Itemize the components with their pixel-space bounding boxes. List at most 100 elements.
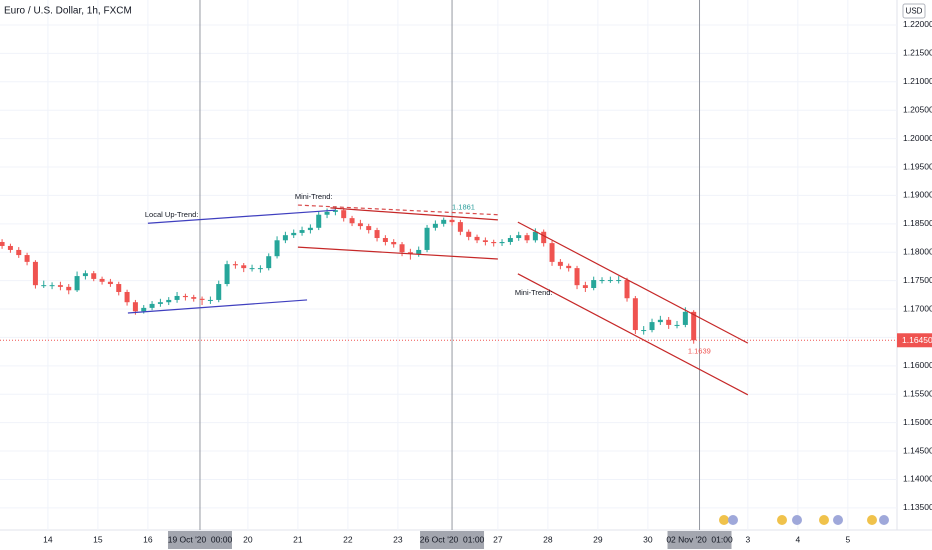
trend-line [330,207,498,221]
candle-body [566,265,572,269]
candle-body [149,303,155,308]
currency-label[interactable]: USD [906,7,923,16]
grid [0,0,897,530]
y-tick-label: 1.15000 [903,417,932,427]
candle-body [116,284,122,292]
candle-body [232,264,238,266]
candle-body [691,311,697,341]
event-icon[interactable] [879,515,889,525]
current-price-label: 1.16450 [902,335,932,345]
candle-body [416,249,422,254]
x-tick-label: 02 Nov '20 01:00 [666,534,733,544]
y-tick-label: 1.13500 [903,502,932,512]
candle-body [574,268,580,286]
candle-body [341,210,347,219]
candle-body [649,322,655,331]
trend-line [517,273,749,396]
candle-body [524,235,530,241]
x-tick-label: 23 [393,534,403,544]
candle-body [49,285,55,287]
candle-body [624,280,630,299]
candle-body [16,249,22,256]
candle-body [549,243,555,262]
price-note: 1.1861 [452,203,475,212]
x-tick-label: 3 [745,534,750,544]
candle-body [516,235,522,239]
candle-body [124,291,130,303]
x-tick-label: 21 [293,534,303,544]
candle-body [641,330,647,332]
x-tick-highlight [167,531,232,549]
candle-body [399,244,405,253]
candle-body [457,222,463,232]
candle-body [141,307,147,312]
y-tick-label: 1.17000 [903,303,932,313]
candle-body [174,295,180,300]
event-icon[interactable] [819,515,829,525]
candle-body [491,241,497,244]
candle-body [257,268,263,270]
candle-body [107,281,113,285]
candle-body [474,236,480,241]
x-tick-label: 15 [93,534,103,544]
candle-body [591,280,597,289]
candle-body [91,273,97,279]
candle-body [82,273,88,277]
trend-line [517,221,749,344]
candle-body [0,241,5,246]
y-tick-label: 1.21500 [903,48,932,58]
y-tick-label: 1.19000 [903,190,932,200]
y-tick-label: 1.14000 [903,474,932,484]
candle-body [316,214,322,228]
candle-body [157,302,163,304]
event-icon[interactable] [833,515,843,525]
event-icon[interactable] [719,515,729,525]
candle-body [282,235,288,241]
event-icon[interactable] [792,515,802,525]
x-tick-label: 29 [593,534,603,544]
candle-body [449,219,455,223]
event-icon[interactable] [867,515,877,525]
y-tick-label: 1.22000 [903,19,932,29]
candle-body [357,223,363,227]
trend-line [297,204,498,216]
trend-line [127,299,308,314]
candle-body [482,240,488,242]
trend-label: Mini-Trend: [515,288,553,297]
y-tick-label: 1.20000 [903,133,932,143]
x-tick-highlight [667,531,732,549]
y-tick-label: 1.16000 [903,360,932,370]
candle-body [216,284,222,300]
candle-body [666,319,672,325]
candle-body [274,240,280,257]
candle-body [432,223,438,228]
x-tick-label: 28 [543,534,553,544]
event-icon[interactable] [728,515,738,525]
candle-body [632,298,638,331]
candle-body [407,252,413,254]
x-tick-label: 30 [643,534,653,544]
event-icon[interactable] [777,515,787,525]
candle-body [366,226,372,231]
x-tick-label: 16 [143,534,153,544]
x-tick-highlight [420,531,485,549]
candle-body [307,227,313,231]
candle-body [99,278,105,282]
candle-body [557,261,563,266]
x-tick-label: 27 [493,534,503,544]
candle-body [599,280,605,282]
y-tick-label: 1.19500 [903,161,932,171]
candle-body [291,232,297,236]
currency-box[interactable] [902,3,926,19]
candle-body [191,297,197,299]
y-tick-label: 1.15500 [903,388,932,398]
candle-body [199,298,205,300]
candle-body [266,256,272,269]
candle-body [41,285,47,287]
x-tick-label: 4 [795,534,800,544]
candle-body [166,299,172,303]
candle-body [182,295,188,298]
x-tick-label: 19 Oct '20 00:00 [168,534,233,544]
y-tick-label: 1.14500 [903,445,932,455]
